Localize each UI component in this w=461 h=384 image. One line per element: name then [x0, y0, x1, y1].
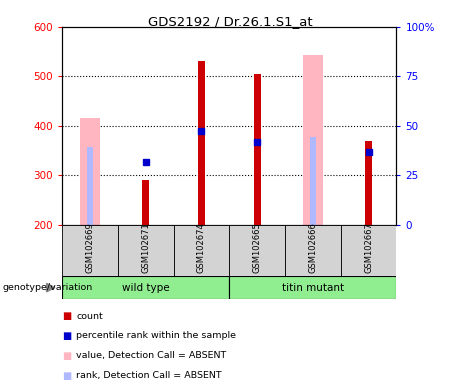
Bar: [229, 276, 396, 299]
Bar: [365, 141, 372, 225]
Bar: [285, 225, 341, 276]
Bar: [341, 225, 396, 276]
Text: GSM102669: GSM102669: [86, 223, 95, 273]
Bar: [87, 147, 94, 225]
Text: GSM102666: GSM102666: [308, 223, 318, 273]
Text: ■: ■: [62, 331, 71, 341]
Text: GSM102671: GSM102671: [141, 223, 150, 273]
Bar: [229, 225, 285, 276]
Text: percentile rank within the sample: percentile rank within the sample: [76, 331, 236, 341]
Bar: [198, 61, 205, 225]
Text: ■: ■: [62, 351, 71, 361]
Text: rank, Detection Call = ABSENT: rank, Detection Call = ABSENT: [76, 371, 222, 381]
Text: count: count: [76, 311, 103, 321]
Bar: [254, 74, 260, 225]
FancyArrow shape: [47, 283, 55, 292]
Bar: [142, 180, 149, 225]
Bar: [310, 137, 316, 225]
Text: ■: ■: [62, 371, 71, 381]
Text: GSM102667: GSM102667: [364, 223, 373, 273]
Bar: [62, 225, 118, 276]
Text: GSM102674: GSM102674: [197, 223, 206, 273]
Bar: [80, 118, 100, 225]
Text: titin mutant: titin mutant: [282, 283, 344, 293]
Text: value, Detection Call = ABSENT: value, Detection Call = ABSENT: [76, 351, 226, 361]
Text: GDS2192 / Dr.26.1.S1_at: GDS2192 / Dr.26.1.S1_at: [148, 15, 313, 28]
Bar: [174, 225, 229, 276]
Bar: [118, 225, 174, 276]
Text: genotype/variation: genotype/variation: [2, 283, 93, 292]
Text: GSM102665: GSM102665: [253, 223, 262, 273]
Bar: [62, 276, 229, 299]
Text: wild type: wild type: [122, 283, 170, 293]
Bar: [303, 55, 323, 225]
Text: ■: ■: [62, 311, 71, 321]
